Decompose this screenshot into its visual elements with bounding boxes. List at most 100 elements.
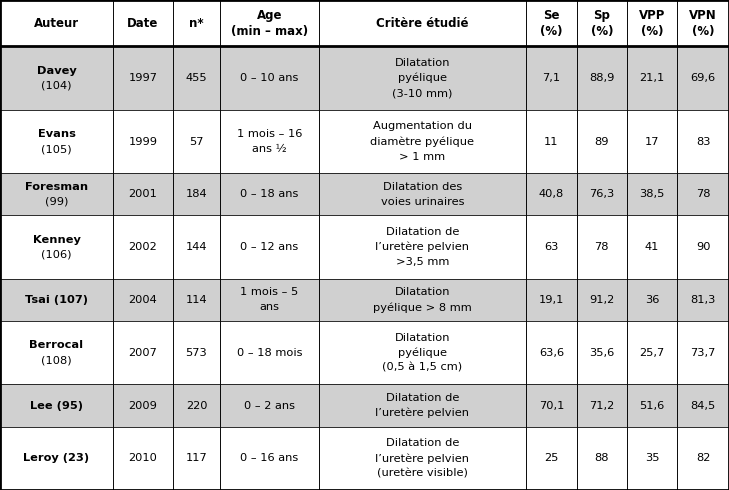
Text: 78: 78: [696, 189, 710, 199]
Text: 0 – 18 mois: 0 – 18 mois: [237, 348, 302, 358]
Bar: [173, 279, 220, 321]
Text: Berrocal: Berrocal: [29, 340, 84, 350]
Text: 76,3: 76,3: [589, 189, 615, 199]
Bar: [526, 384, 577, 427]
Bar: [113, 110, 173, 173]
Text: (0,5 à 1,5 cm): (0,5 à 1,5 cm): [383, 363, 462, 373]
Bar: [0, 47, 113, 110]
Bar: [0, 384, 113, 427]
Bar: [113, 0, 173, 47]
Bar: [677, 216, 729, 279]
Text: 35: 35: [645, 453, 659, 464]
Bar: [0, 0, 113, 47]
Text: (%): (%): [540, 24, 563, 38]
Text: 220: 220: [186, 400, 207, 411]
Text: Dilatation: Dilatation: [394, 58, 451, 68]
Text: Evans: Evans: [38, 129, 75, 139]
Text: (99): (99): [44, 197, 69, 207]
Bar: [173, 384, 220, 427]
Text: (3-10 mm): (3-10 mm): [392, 88, 453, 98]
Text: 40,8: 40,8: [539, 189, 564, 199]
Text: 81,3: 81,3: [690, 295, 716, 305]
Bar: [627, 384, 677, 427]
Bar: [526, 0, 577, 47]
Text: l’uretère pelvien: l’uretère pelvien: [375, 242, 469, 252]
Bar: [113, 173, 173, 216]
Bar: [0, 216, 113, 279]
Text: 35,6: 35,6: [589, 348, 615, 358]
Text: voies urinaires: voies urinaires: [381, 197, 464, 207]
Text: 7,1: 7,1: [542, 73, 561, 83]
Text: >3,5 mm: >3,5 mm: [396, 257, 449, 267]
Bar: [173, 0, 220, 47]
Text: VPN: VPN: [689, 9, 717, 22]
Text: Auteur: Auteur: [34, 17, 79, 30]
Text: Foresman: Foresman: [25, 182, 88, 192]
Text: 57: 57: [190, 137, 203, 147]
Bar: [0, 279, 113, 321]
Text: l’uretère pelvien: l’uretère pelvien: [375, 408, 469, 418]
Bar: [319, 384, 526, 427]
Text: pyélique: pyélique: [398, 73, 447, 83]
Bar: [113, 279, 173, 321]
Text: 25: 25: [545, 453, 558, 464]
Text: 88: 88: [595, 453, 609, 464]
Bar: [0, 427, 113, 490]
Bar: [577, 279, 627, 321]
Bar: [113, 427, 173, 490]
Bar: [220, 110, 319, 173]
Bar: [577, 216, 627, 279]
Text: Dilatation de: Dilatation de: [386, 227, 459, 237]
Text: 573: 573: [186, 348, 207, 358]
Bar: [173, 173, 220, 216]
Bar: [173, 216, 220, 279]
Text: Tsai (107): Tsai (107): [25, 295, 88, 305]
Text: 70,1: 70,1: [539, 400, 564, 411]
Bar: [526, 110, 577, 173]
Bar: [113, 216, 173, 279]
Text: (104): (104): [42, 81, 71, 91]
Bar: [677, 279, 729, 321]
Text: 2002: 2002: [128, 242, 157, 252]
Bar: [319, 427, 526, 490]
Bar: [220, 427, 319, 490]
Bar: [677, 47, 729, 110]
Text: Date: Date: [127, 17, 159, 30]
Text: 73,7: 73,7: [690, 348, 716, 358]
Bar: [577, 427, 627, 490]
Bar: [220, 0, 319, 47]
Bar: [526, 216, 577, 279]
Bar: [173, 47, 220, 110]
Bar: [677, 110, 729, 173]
Text: 117: 117: [186, 453, 207, 464]
Text: 17: 17: [645, 137, 659, 147]
Text: diamètre pyélique: diamètre pyélique: [370, 136, 475, 147]
Text: (uretère visible): (uretère visible): [377, 468, 468, 478]
Text: VPP: VPP: [639, 9, 666, 22]
Bar: [627, 47, 677, 110]
Bar: [526, 427, 577, 490]
Text: Dilatation: Dilatation: [394, 288, 451, 297]
Bar: [577, 173, 627, 216]
Bar: [577, 0, 627, 47]
Text: Augmentation du: Augmentation du: [373, 122, 472, 131]
Text: 2007: 2007: [128, 348, 157, 358]
Text: 78: 78: [595, 242, 609, 252]
Text: 51,6: 51,6: [639, 400, 665, 411]
Bar: [319, 110, 526, 173]
Bar: [0, 173, 113, 216]
Text: Critère étudié: Critère étudié: [376, 17, 469, 30]
Text: Lee (95): Lee (95): [30, 400, 83, 411]
Text: Dilatation de: Dilatation de: [386, 393, 459, 403]
Bar: [220, 279, 319, 321]
Text: 455: 455: [186, 73, 207, 83]
Text: 2004: 2004: [128, 295, 157, 305]
Text: 69,6: 69,6: [690, 73, 716, 83]
Text: 83: 83: [696, 137, 710, 147]
Text: (min – max): (min – max): [231, 24, 308, 38]
Bar: [220, 173, 319, 216]
Bar: [113, 47, 173, 110]
Bar: [173, 321, 220, 384]
Text: 89: 89: [595, 137, 609, 147]
Text: 11: 11: [545, 137, 558, 147]
